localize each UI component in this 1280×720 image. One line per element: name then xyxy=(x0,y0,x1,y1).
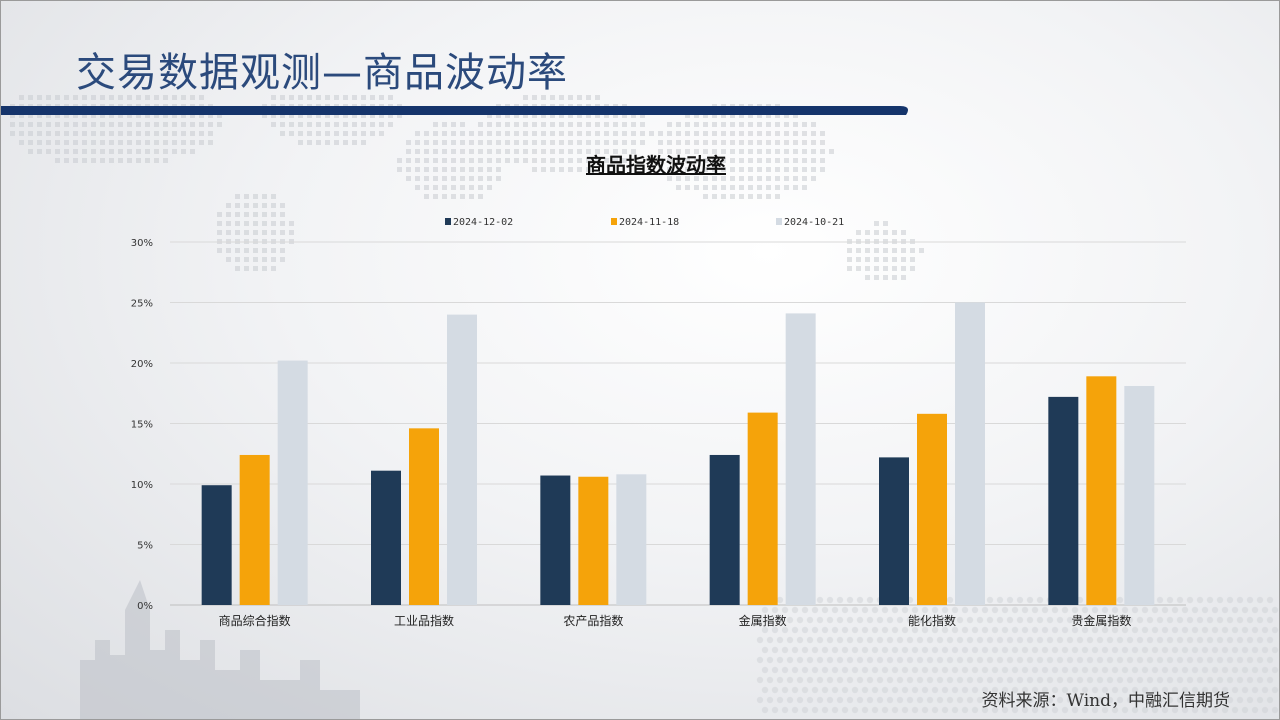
chart-bars xyxy=(201,302,1155,605)
x-tick-label: 能化指数 xyxy=(908,613,956,628)
bar xyxy=(709,454,740,605)
bar xyxy=(540,475,571,605)
x-tick-label: 贵金属指数 xyxy=(1071,613,1131,628)
legend-swatch xyxy=(445,218,451,225)
y-tick-label: 0% xyxy=(137,601,153,612)
bar xyxy=(1048,396,1079,605)
bar xyxy=(917,413,947,605)
bar xyxy=(747,412,778,605)
bar xyxy=(879,457,909,605)
bar xyxy=(616,474,647,605)
bar xyxy=(201,485,232,605)
legend-swatch xyxy=(611,218,617,225)
legend-label: 2024-12-02 xyxy=(453,217,513,228)
bar xyxy=(1124,385,1155,605)
page-title: 交易数据观测—商品波动率 xyxy=(76,50,568,96)
bar xyxy=(578,476,609,605)
chart-gridlines xyxy=(170,241,1186,606)
bar xyxy=(409,428,439,605)
data-source-note: 资料来源：Wind，中融汇信期货 xyxy=(981,691,1230,711)
chart-legend: 2024-12-02 2024-11-18 2024-10-21 xyxy=(445,217,844,228)
x-axis-category-labels: 商品综合指数 工业品指数 农产品指数 金属指数 能化指数 贵金属指数 xyxy=(219,613,1132,628)
y-tick-label: 15% xyxy=(131,420,153,431)
y-tick-label: 10% xyxy=(131,480,153,491)
x-tick-label: 农产品指数 xyxy=(563,613,623,628)
chart-title: 商品指数波动率 xyxy=(586,153,726,177)
bar xyxy=(371,470,401,605)
y-tick-label: 5% xyxy=(137,541,153,552)
legend-swatch xyxy=(776,218,782,225)
bar xyxy=(785,313,816,605)
y-tick-label: 30% xyxy=(131,238,153,249)
bar xyxy=(955,302,985,605)
title-underline-bar xyxy=(0,106,908,115)
bar xyxy=(239,454,270,605)
bar xyxy=(447,314,477,605)
bar xyxy=(1086,376,1117,605)
y-tick-label: 25% xyxy=(131,299,153,310)
x-tick-label: 金属指数 xyxy=(739,613,787,628)
bar xyxy=(277,360,308,605)
legend-label: 2024-11-18 xyxy=(619,217,679,228)
y-tick-label: 20% xyxy=(131,359,153,370)
x-tick-label: 工业品指数 xyxy=(394,613,454,628)
legend-label: 2024-10-21 xyxy=(784,217,844,228)
y-axis-tick-labels: 0% 5% 10% 15% 20% 25% 30% xyxy=(131,238,153,612)
x-tick-label: 商品综合指数 xyxy=(219,613,291,628)
